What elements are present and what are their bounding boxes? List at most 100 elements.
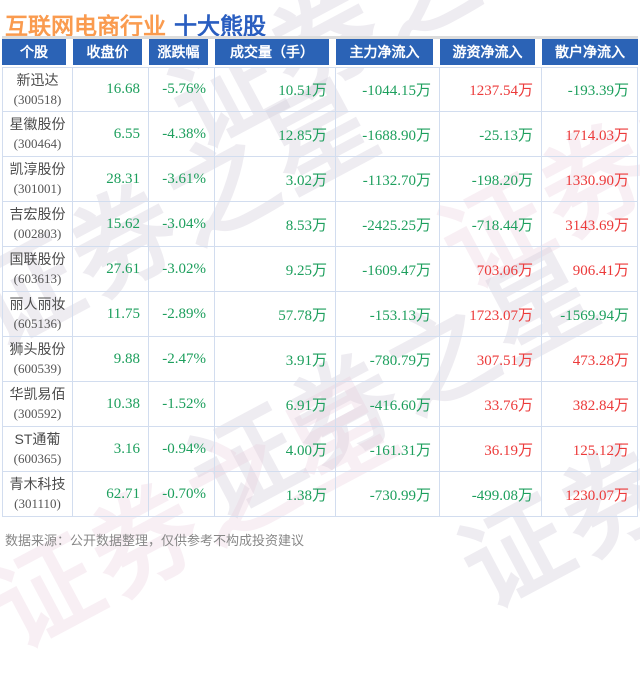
stock-code: (300464): [13, 136, 62, 151]
table-row: 丽人丽妆 (605136) 11.75 -2.89% 57.78万 -153.1…: [2, 292, 638, 337]
close-value: 28.31: [106, 170, 140, 187]
stock-name-cell: 新迅达 (300518): [2, 67, 73, 112]
volume-value: 4.00万: [285, 442, 327, 459]
main-inflow-cell: -1132.70万: [336, 157, 440, 202]
volume-cell: 9.25万: [215, 247, 336, 292]
retail-inflow-value: 1230.07万: [565, 487, 629, 504]
stock-name-cell: 星徽股份 (300464): [2, 112, 73, 157]
change-cell: -3.02%: [149, 247, 215, 292]
stock-name: 凯淳股份: [9, 161, 66, 177]
main-inflow-cell: -2425.25万: [336, 202, 440, 247]
close-cell: 11.75: [73, 292, 149, 337]
stock-name-cell: 吉宏股份 (002803): [2, 202, 73, 247]
change-cell: -1.52%: [149, 382, 215, 427]
hot-inflow-value: -198.20万: [471, 172, 533, 189]
stock-name-cell: 青木科技 (301110): [2, 472, 73, 517]
main-inflow-cell: -161.31万: [336, 427, 440, 472]
retail-inflow-value: 125.12万: [572, 442, 629, 459]
data-source-note: 数据来源：公开数据整理，仅供参考不构成投资建议: [5, 533, 305, 548]
volume-value: 8.53万: [285, 217, 327, 234]
retail-inflow-value: 3143.69万: [565, 217, 629, 234]
change-cell: -5.76%: [149, 67, 215, 112]
table-header-row: 个股 收盘价 涨跌幅 成交量（手） 主力净流入 游资净流入 散户净流入: [2, 39, 638, 67]
title-suffix: 十大熊股: [174, 13, 266, 39]
main-inflow-value: -161.31万: [369, 442, 431, 459]
stock-table-body: 新迅达 (300518) 16.68 -5.76% 10.51万 -1044.1…: [2, 67, 638, 517]
stock-code: (605136): [13, 316, 62, 331]
change-cell: -2.47%: [149, 337, 215, 382]
retail-inflow-cell: 3143.69万: [542, 202, 638, 247]
close-value: 16.68: [106, 81, 140, 97]
retail-inflow-cell: 382.84万: [542, 382, 638, 427]
table-row: ST通葡 (600365) 3.16 -0.94% 4.00万 -161.31万…: [2, 427, 638, 472]
retail-inflow-cell: 1330.90万: [542, 157, 638, 202]
main-inflow-value: -1609.47万: [362, 262, 431, 279]
retail-inflow-value: -193.39万: [567, 83, 629, 99]
close-cell: 15.62: [73, 202, 149, 247]
close-cell: 10.38: [73, 382, 149, 427]
hot-inflow-value: 33.76万: [484, 397, 533, 414]
close-value: 62.71: [106, 485, 140, 502]
close-cell: 62.71: [73, 472, 149, 517]
volume-cell: 1.38万: [215, 472, 336, 517]
stock-code: (603613): [13, 271, 62, 286]
stock-code: (300592): [13, 406, 62, 421]
main-inflow-cell: -1609.47万: [336, 247, 440, 292]
stock-code: (600539): [13, 361, 62, 376]
stock-name-cell: 丽人丽妆 (605136): [2, 292, 73, 337]
close-value: 6.55: [113, 125, 140, 142]
volume-value: 9.25万: [285, 262, 327, 279]
change-value: -1.52%: [162, 395, 206, 412]
hot-inflow-cell: 1237.54万: [440, 67, 542, 112]
main-inflow-cell: -780.79万: [336, 337, 440, 382]
stock-name: 华凯易佰: [9, 386, 66, 402]
hot-inflow-cell: -198.20万: [440, 157, 542, 202]
volume-value: 1.38万: [285, 487, 327, 504]
change-value: -5.76%: [162, 81, 206, 97]
main-inflow-value: -1044.15万: [362, 83, 431, 99]
table-row: 青木科技 (301110) 62.71 -0.70% 1.38万 -730.99…: [2, 472, 638, 517]
change-cell: -4.38%: [149, 112, 215, 157]
retail-inflow-value: 473.28万: [572, 352, 629, 369]
stock-name-cell: ST通葡 (600365): [2, 427, 73, 472]
close-value: 27.61: [106, 260, 140, 277]
close-cell: 6.55: [73, 112, 149, 157]
main-inflow-cell: -1044.15万: [336, 67, 440, 112]
change-cell: -2.89%: [149, 292, 215, 337]
close-cell: 3.16: [73, 427, 149, 472]
hot-inflow-value: -499.08万: [471, 487, 533, 504]
change-cell: -3.61%: [149, 157, 215, 202]
hot-inflow-cell: -25.13万: [440, 112, 542, 157]
change-value: -0.70%: [162, 485, 206, 502]
header-main-inflow: 主力净流入: [336, 39, 440, 67]
stock-code: (301110): [14, 496, 61, 511]
volume-cell: 3.91万: [215, 337, 336, 382]
hot-inflow-value: -25.13万: [479, 127, 533, 144]
hot-inflow-value: 703.06万: [476, 262, 533, 279]
main-inflow-value: -416.60万: [369, 397, 431, 414]
hot-inflow-cell: -718.44万: [440, 202, 542, 247]
stock-name: 丽人丽妆: [9, 296, 66, 312]
change-value: -3.04%: [162, 215, 206, 232]
change-cell: -3.04%: [149, 202, 215, 247]
stock-code: (600365): [13, 451, 62, 466]
retail-inflow-cell: 1714.03万: [542, 112, 638, 157]
hot-inflow-cell: -499.08万: [440, 472, 542, 517]
change-value: -3.61%: [162, 170, 206, 187]
retail-inflow-cell: -193.39万: [542, 67, 638, 112]
retail-inflow-value: 1714.03万: [565, 127, 629, 144]
hot-inflow-cell: 1723.07万: [440, 292, 542, 337]
volume-cell: 6.91万: [215, 382, 336, 427]
volume-value: 10.51万: [278, 83, 327, 99]
volume-value: 12.85万: [278, 127, 327, 144]
stock-code: (002803): [13, 226, 62, 241]
stock-table: 个股 收盘价 涨跌幅 成交量（手） 主力净流入 游资净流入 散户净流入 新迅达 …: [2, 36, 638, 517]
hot-inflow-value: 1237.54万: [469, 83, 533, 99]
change-value: -0.94%: [162, 440, 206, 457]
close-value: 11.75: [106, 305, 140, 322]
change-value: -2.89%: [162, 305, 206, 322]
title-industry: 互联网电商行业: [5, 13, 166, 39]
header-retail-inflow: 散户净流入: [542, 39, 638, 67]
main-inflow-value: -2425.25万: [362, 217, 431, 234]
